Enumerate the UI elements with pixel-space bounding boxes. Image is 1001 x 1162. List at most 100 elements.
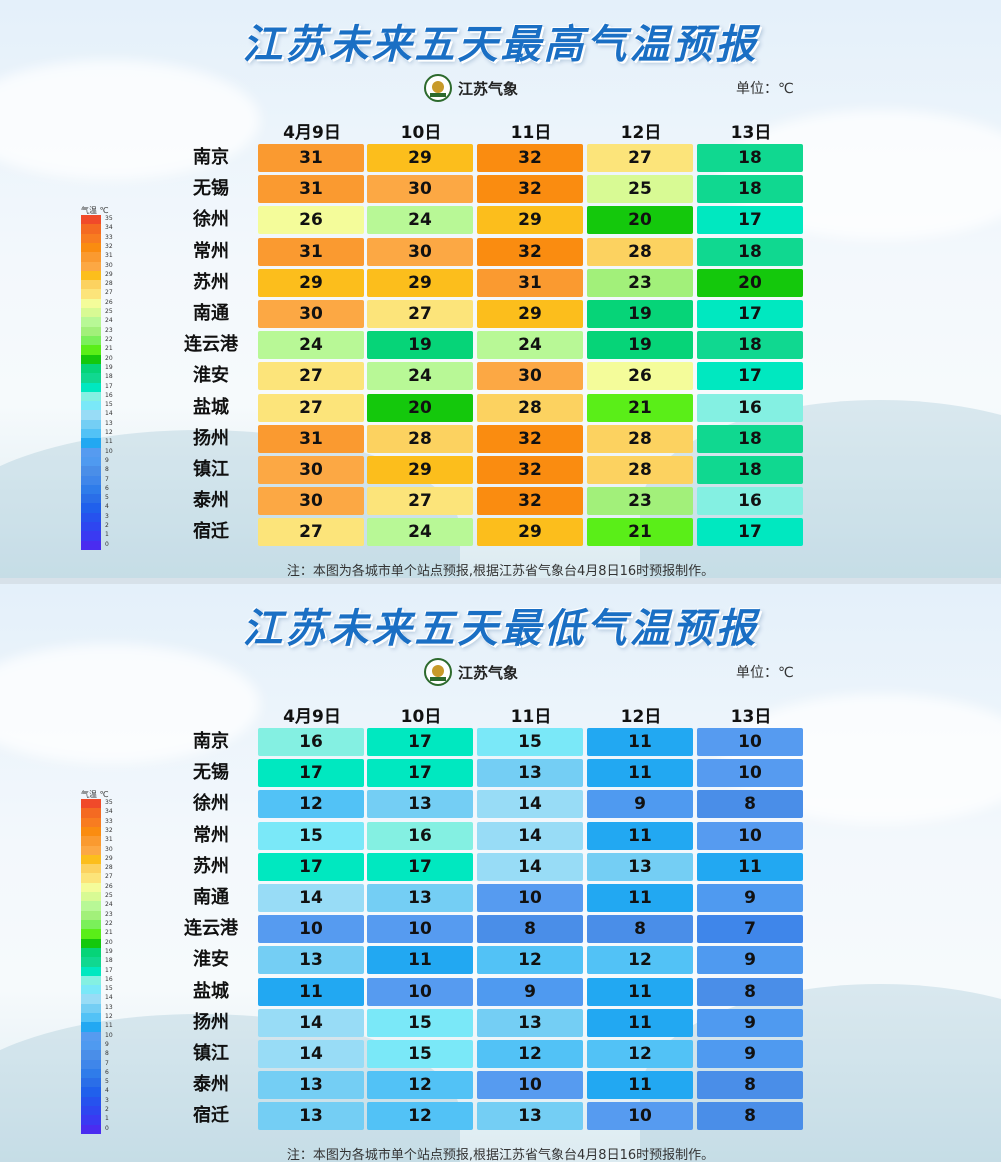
heatmap-cell: 12 [258, 790, 364, 819]
heatmap-cell: 25 [587, 175, 693, 204]
heatmap-cell: 14 [477, 852, 583, 881]
legend-tick-label: 23 [105, 910, 113, 918]
legend-swatch [81, 1050, 101, 1060]
heatmap-cell: 16 [367, 821, 473, 850]
heatmap-cell: 21 [587, 393, 693, 422]
city-label: 徐州 [193, 209, 229, 231]
legend-swatch [81, 456, 101, 467]
bg-cloud [0, 644, 260, 764]
heatmap-cell: 18 [697, 456, 803, 484]
heatmap-cell: 32 [477, 456, 583, 484]
heatmap-cell: 12 [367, 1071, 473, 1100]
legend-swatch [81, 1106, 101, 1116]
heatmap-cell: 10 [697, 821, 803, 850]
legend-tick-label: 34 [105, 808, 113, 816]
legend-tick-label: 3 [105, 512, 109, 520]
heatmap-cell: 29 [367, 144, 473, 172]
heatmap-cell: 24 [367, 362, 473, 391]
heatmap-cell: 32 [477, 237, 583, 266]
legend-tick-label: 29 [105, 854, 113, 862]
heatmap-cell: 29 [477, 300, 583, 328]
legend-swatch [81, 298, 101, 309]
legend-swatch [81, 817, 101, 828]
heatmap-cell: 13 [477, 759, 583, 788]
legend-swatch [81, 873, 101, 884]
legend-tick-label: 19 [105, 947, 113, 955]
legend-swatch [81, 947, 101, 958]
city-label: 常州 [193, 240, 229, 262]
legend-tick-label: 1 [105, 531, 109, 539]
legend-swatch [81, 224, 101, 234]
heatmap-cell: 19 [367, 331, 473, 360]
heatmap-cell: 23 [587, 487, 693, 516]
city-label: 镇江 [193, 1043, 229, 1064]
heatmap-cell: 10 [587, 1102, 693, 1131]
legend-tick-label: 13 [105, 1003, 113, 1011]
heatmap-cell: 9 [697, 946, 803, 975]
chart-title: 江苏未来五天最低气温预报 [242, 606, 759, 652]
city-label: 南京 [193, 147, 229, 168]
logo: 江苏气象 [424, 656, 518, 688]
legend-swatch [81, 892, 101, 902]
heatmap-cell: 32 [477, 487, 583, 516]
heatmap-cell: 11 [587, 884, 693, 912]
city-label: 泰州 [193, 490, 229, 512]
heatmap-cell: 18 [697, 175, 803, 204]
heatmap-cell: 24 [258, 331, 364, 360]
heatmap-cell: 20 [697, 268, 803, 297]
city-label: 苏州 [193, 855, 229, 877]
heatmap-cell: 10 [697, 759, 803, 788]
heatmap-cell: 10 [258, 915, 364, 944]
heatmap-cell: 10 [697, 728, 803, 756]
legend-tick-label: 10 [105, 1031, 113, 1039]
legend-tick-label: 30 [105, 845, 113, 853]
legend-tick-label: 9 [105, 456, 109, 464]
heatmap-cell: 30 [367, 175, 473, 204]
heatmap-cell: 29 [258, 268, 364, 297]
legend-swatch [81, 901, 101, 911]
legend-head: 气温 ℃ [81, 206, 109, 215]
heatmap-cell: 9 [697, 1040, 803, 1068]
heatmap-cell: 11 [258, 977, 364, 1006]
legend-swatch [81, 308, 101, 318]
heatmap-cell: 11 [587, 759, 693, 788]
heatmap-cell: 24 [367, 518, 473, 547]
legend-tick-label: 10 [105, 447, 113, 455]
bg-hill [640, 400, 1001, 578]
city-label: 苏州 [193, 271, 229, 293]
legend-tick-label: 24 [105, 901, 113, 909]
city-label: 扬州 [193, 1011, 229, 1033]
heatmap-cell: 30 [258, 456, 364, 484]
legend-tick-label: 23 [105, 326, 113, 334]
heatmap-cell: 13 [258, 946, 364, 975]
heatmap-cell: 11 [367, 946, 473, 975]
heatmap-cell: 11 [587, 1008, 693, 1037]
heatmap-cell: 11 [697, 852, 803, 881]
heatmap-cell: 17 [697, 362, 803, 391]
legend-swatch [81, 864, 101, 874]
heatmap-cell: 9 [587, 790, 693, 819]
heatmap-cell: 14 [477, 790, 583, 819]
bg-hill [640, 984, 1001, 1162]
legend-swatch [81, 966, 101, 977]
heatmap-cell: 11 [587, 1071, 693, 1100]
legend-tick-label: 21 [105, 929, 113, 937]
heatmap-cell: 17 [697, 300, 803, 328]
legend-swatch [81, 1087, 101, 1098]
heatmap-cell: 13 [587, 852, 693, 881]
legend-tick-label: 32 [105, 826, 113, 834]
legend-swatch [81, 270, 101, 281]
column-header: 12日 [620, 123, 662, 143]
heatmap-cell: 14 [477, 821, 583, 850]
heatmap-cell: 18 [697, 331, 803, 360]
heatmap-cell: 8 [477, 915, 583, 944]
legend-tick-label: 26 [105, 882, 113, 890]
column-header: 4月9日 [283, 707, 341, 727]
legend-tick-label: 5 [105, 1078, 109, 1086]
heatmap-cell: 18 [697, 237, 803, 266]
legend-tick-label: 19 [105, 363, 113, 371]
legend-swatch [81, 522, 101, 532]
heatmap-cell: 31 [477, 268, 583, 297]
heatmap-cell: 31 [258, 144, 364, 172]
legend-swatch [81, 845, 101, 856]
